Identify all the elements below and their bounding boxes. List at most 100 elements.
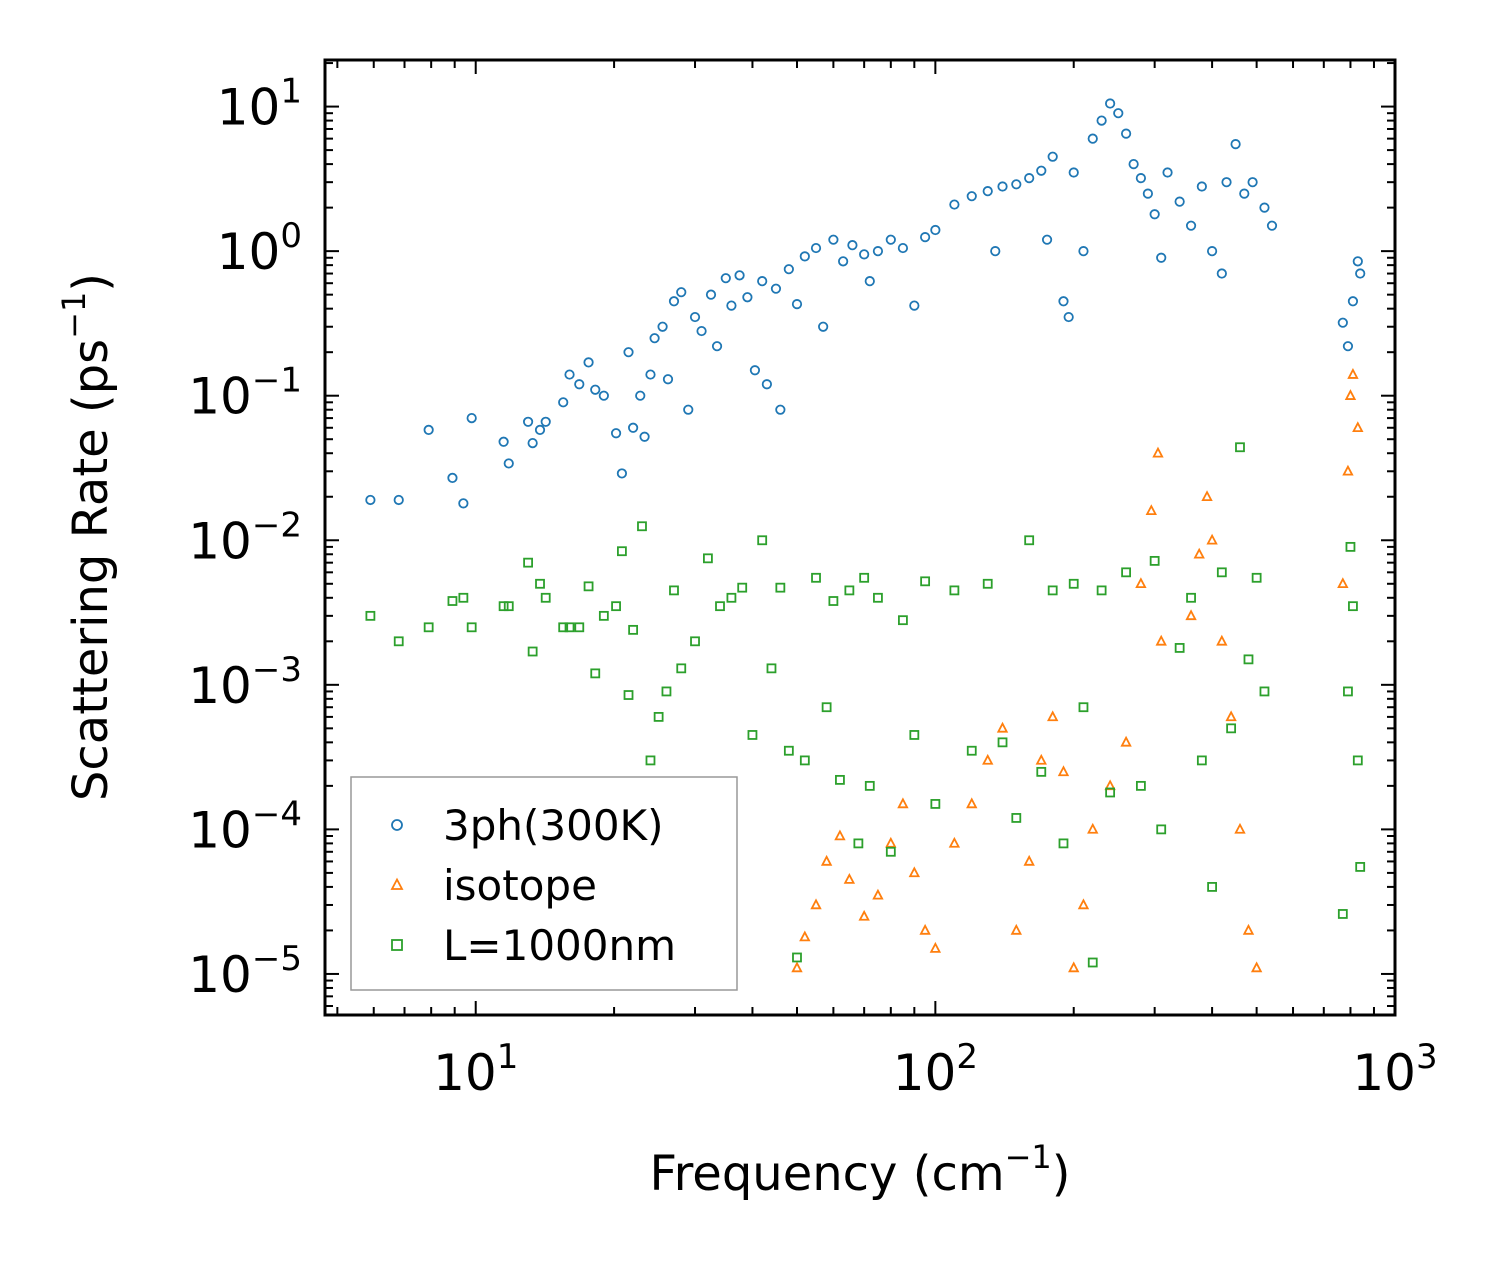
data-point-square [365,610,376,621]
data-point-circle [1259,202,1270,213]
data-point-square [828,596,839,606]
data-point-square [676,663,687,674]
data-point-circle [1196,181,1207,192]
legend-label: isotope [443,861,597,910]
data-point-circle [458,498,469,509]
data-point-circle [864,276,875,287]
legend-label: L=1000nm [443,921,676,970]
data-point-circle [1230,139,1241,150]
data-point-circle [909,300,920,311]
data-point-circle [1355,268,1366,279]
data-point-square [1345,541,1356,552]
legend-box [350,776,738,991]
data-point-circle [1239,188,1250,199]
data-point-circle [564,369,575,380]
data-point-circle [1162,167,1173,178]
legend-label: 3ph(300K) [443,801,663,850]
data-point-triangle [1234,822,1246,834]
legend: 3ph(300K) isotope L=1000nm [350,776,738,991]
data-point-square [1352,755,1363,766]
data-point-square [1259,686,1270,697]
data-point-triangle [810,898,822,910]
data-point-circle [818,321,829,332]
data-point-square [535,578,545,589]
data-point-circle [783,264,794,275]
data-point-circle [635,390,646,401]
data-point-circle [885,234,896,245]
data-point-circle [1142,188,1153,199]
data-point-square [423,622,434,633]
data-point-circle [749,365,761,376]
data-point-square [1243,654,1254,665]
legend-marker-square [391,939,403,951]
data-point-triangle [996,721,1009,733]
y-tick-label: 101 [217,72,302,137]
data-point-circle [527,438,538,449]
data-point-square [1087,957,1098,968]
series-layer [365,98,1366,973]
x-tick-label-exponent: 2 [956,1037,978,1077]
data-point-triangle [1242,923,1255,935]
y-tick-label-exponent: −4 [252,794,302,834]
y-tick-label-base: 10 [217,223,281,281]
data-point-circle [872,246,884,257]
data-point-square [637,521,647,532]
data-point-circle [1120,128,1132,139]
data-point-circle [1105,98,1116,109]
data-point-circle [726,300,737,311]
data-point-circle [1078,246,1089,257]
data-point-circle [447,472,458,484]
data-point-circle [540,416,551,427]
data-point-triangle [1035,753,1047,765]
data-point-square [393,636,404,647]
data-point-square [1047,585,1058,596]
data-point-triangle [872,888,884,900]
data-point-circle [720,273,731,284]
data-point-square [598,610,609,621]
data-point-circle [1047,151,1058,162]
data-point-square [853,838,864,849]
data-point-circle [423,424,434,436]
y-tick-label-base: 10 [217,79,281,137]
data-point-square [645,755,656,766]
data-point-circle [838,256,849,267]
data-point-circle [1024,173,1035,184]
y-tick-label: 10−3 [188,650,302,715]
data-point-square [1156,824,1167,835]
data-point-triangle [1077,898,1090,910]
data-point-square [898,615,908,626]
data-point-triangle [1087,822,1099,834]
data-point-circle [522,416,534,427]
data-point-square [590,668,601,679]
data-point-triangle [1185,609,1197,621]
data-point-square [792,952,802,963]
data-point-circle [590,384,601,395]
data-point-circle [1011,179,1022,190]
data-point-circle [990,246,1001,257]
data-point-circle [859,249,870,260]
data-point-square [1348,601,1358,612]
data-point-circle [705,289,717,300]
data-point-square [583,581,594,592]
data-point-square [661,686,672,697]
data-point-triangle [885,836,897,848]
data-point-circle [649,333,660,344]
data-point-circle [503,458,514,469]
data-point-circle [1342,341,1354,352]
data-point-square [1207,882,1217,892]
data-point-circle [930,224,941,236]
data-point-circle [791,299,803,310]
data-point-square [1011,813,1022,823]
data-point-triangle [1344,389,1357,400]
data-point-square [783,745,794,756]
data-point-circle [1096,115,1107,126]
data-point-square [1135,780,1146,791]
data-point-square [703,553,713,564]
data-point-circle [657,321,668,332]
data-point-square [966,745,977,756]
data-point-triangle [858,909,870,921]
data-point-circle [1128,159,1139,170]
data-point-square [757,535,768,546]
data-point-square [766,663,777,674]
